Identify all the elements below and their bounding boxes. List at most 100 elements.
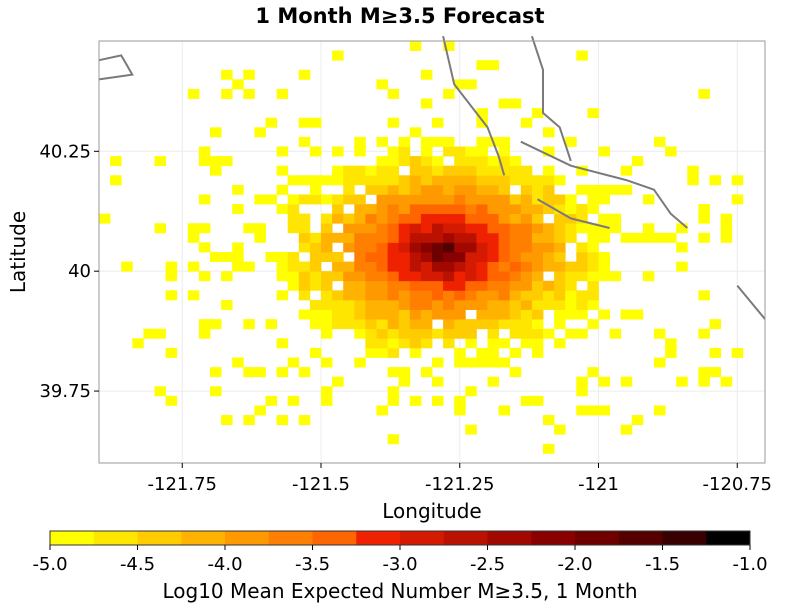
colorbar-swatch [575, 531, 620, 545]
heatmap-cell [443, 184, 455, 195]
colorbar-swatch [531, 531, 576, 545]
heatmap-cell [332, 376, 344, 387]
heatmap-cell [210, 386, 222, 397]
heatmap-cell [531, 299, 544, 310]
heatmap-cell [465, 79, 477, 90]
heatmap-cell [332, 271, 344, 282]
heatmap-cell [631, 309, 644, 320]
heatmap-cell [476, 184, 488, 195]
heatmap-cell [398, 184, 411, 195]
heatmap-cell [376, 319, 388, 330]
heatmap-cell [454, 271, 466, 282]
fault-trace [530, 35, 572, 162]
heatmap-cell [576, 213, 588, 224]
heatmap-cell [543, 261, 555, 272]
heatmap-cell [332, 252, 344, 262]
heatmap-cell [420, 309, 433, 320]
heatmap-cell [531, 319, 544, 330]
heatmap-cell [498, 309, 511, 320]
heatmap-cell [165, 261, 178, 272]
heatmap-cell [465, 328, 477, 339]
heatmap-cell [543, 165, 555, 176]
heatmap-cell [509, 347, 522, 358]
heatmap-cell [576, 309, 588, 320]
heatmap-cell [432, 194, 444, 205]
heatmap-cell [443, 280, 455, 291]
heatmap-cell [543, 328, 555, 339]
colorbar-ticks: -5.0 -4.5 -4.0 -3.5 -3.0 -2.5 -2.0 -1.5 -1.0 [32, 545, 768, 575]
heatmap-cell [609, 223, 622, 234]
heatmap-cell [720, 376, 733, 387]
heatmap-cell [465, 213, 477, 224]
heatmap-cell [221, 299, 233, 310]
heatmap-cell [576, 223, 588, 234]
x-axis-ticks: -121.75 -121.5 -121.25 -121 -120.75 [148, 463, 772, 495]
heatmap-cell [576, 242, 588, 253]
heatmap-cell [432, 328, 444, 339]
heatmap-cell [420, 184, 433, 195]
colorbar-swatch [225, 531, 270, 545]
heatmap-cell [587, 194, 599, 205]
heatmap-cell [398, 309, 411, 320]
heatmap-cell [409, 261, 422, 272]
heatmap-cell [642, 271, 655, 282]
heatmap-cell [187, 223, 200, 234]
heatmap-cell [276, 271, 289, 282]
heatmap-cell [354, 319, 366, 330]
heatmap-cell [409, 232, 422, 243]
heatmap-cell [432, 309, 444, 320]
x-tick-label: -121.75 [148, 474, 217, 495]
heatmap-cell [598, 405, 610, 416]
heatmap-cell [198, 242, 211, 253]
heatmap-cell [210, 319, 222, 330]
heatmap-cell [354, 223, 366, 234]
heatmap-cell [509, 280, 522, 291]
heatmap-cell [487, 319, 499, 330]
colorbar-swatch [50, 531, 95, 545]
heatmap-cell [276, 261, 289, 272]
heatmap-cell [487, 299, 499, 310]
heatmap-cell [509, 309, 522, 320]
heatmap-cell [587, 252, 599, 262]
heatmap-cell [343, 223, 355, 234]
heatmap-cell [698, 367, 710, 378]
heatmap-cell [476, 309, 488, 320]
heatmap-cell [531, 175, 544, 186]
heatmap-cell [398, 223, 411, 234]
heatmap-cell [476, 252, 488, 262]
heatmap-cell [221, 252, 233, 262]
heatmap-cell [409, 319, 422, 330]
heatmap-cell [409, 395, 422, 406]
heatmap-cell [354, 357, 366, 368]
heatmap-cell [387, 299, 400, 310]
heatmap-cell [276, 290, 289, 301]
heatmap-cell [398, 252, 411, 262]
heatmap-cell [443, 338, 455, 349]
heatmap-cell [387, 175, 400, 186]
heatmap-cell [576, 299, 588, 310]
heatmap-cell [254, 405, 266, 416]
colorbar-swatch [93, 531, 138, 545]
heatmap-cell [365, 328, 377, 339]
heatmap-cell [576, 328, 588, 339]
heatmap-cell [309, 175, 322, 186]
heatmap-cell [509, 213, 522, 224]
heatmap-cell [531, 261, 544, 272]
heatmap-cell [642, 194, 655, 205]
x-tick-label: -121 [578, 474, 619, 495]
heatmap-cell [587, 280, 599, 291]
heatmap-cell [654, 232, 666, 243]
heatmap-cell [276, 88, 289, 99]
heatmap-cell [554, 271, 566, 282]
heatmap-cell [631, 415, 644, 426]
heatmap-cell [409, 184, 422, 195]
heatmap-cell [309, 309, 322, 320]
heatmap-cell [332, 165, 344, 176]
heatmap-cell [243, 261, 255, 272]
heatmap-cell [198, 271, 211, 282]
heatmap-cell [387, 194, 400, 205]
colorbar-swatch [662, 531, 707, 545]
heatmap-cell [387, 156, 400, 167]
heatmap-cell [254, 194, 266, 205]
fault-trace [98, 54, 134, 81]
